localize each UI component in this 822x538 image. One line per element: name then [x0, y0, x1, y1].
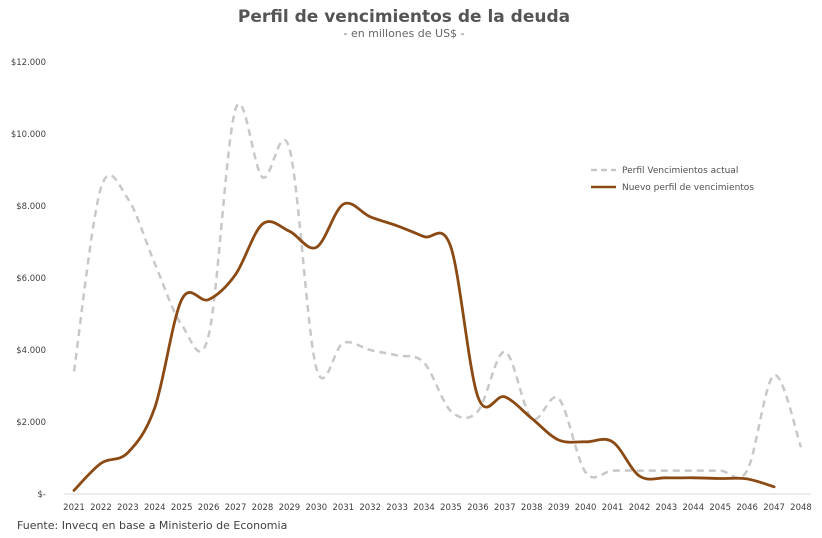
chart-subtitle: - en millones de US$ - [343, 27, 464, 40]
x-tick-label: 2046 [736, 503, 758, 513]
y-tick-label: $10.000 [11, 130, 46, 140]
chart-title: Perfil de vencimientos de la deuda [238, 7, 570, 27]
x-tick-label: 2032 [359, 503, 381, 513]
legend-label-actual: Perfil Vencimientos actual [622, 166, 738, 176]
x-tick-label: 2034 [413, 503, 435, 513]
x-axis: 2021 2022 2023 2024 2025 2026 2027 2028 2029 2030… [63, 503, 812, 513]
x-tick-label: 2024 [144, 503, 166, 513]
y-axis: $- $2.000 $4.000 $6.000 $8.000 $10.000 $12.000 [11, 58, 46, 500]
x-tick-label: 2035 [440, 503, 462, 513]
x-tick-label: 2042 [629, 503, 651, 513]
x-tick-label: 2029 [279, 503, 301, 513]
x-tick-label: 2047 [763, 503, 785, 513]
y-tick-label: $- [38, 490, 46, 500]
x-tick-label: 2030 [306, 503, 328, 513]
legend: Perfil Vencimientos actual Nuevo perfil … [591, 166, 754, 193]
x-tick-label: 2026 [198, 503, 220, 513]
x-tick-label: 2023 [117, 503, 139, 513]
x-tick-label: 2021 [63, 503, 85, 513]
y-tick-label: $2.000 [16, 418, 46, 428]
x-tick-label: 2040 [575, 503, 597, 513]
x-tick-label: 2039 [548, 503, 570, 513]
x-tick-label: 2038 [521, 503, 543, 513]
x-tick-label: 2043 [656, 503, 678, 513]
series-line-actual [72, 102, 803, 479]
x-tick-label: 2045 [709, 503, 731, 513]
x-tick-label: 2041 [602, 503, 624, 513]
x-tick-label: 2044 [682, 503, 704, 513]
legend-label-new: Nuevo perfil de vencimientos [622, 183, 754, 193]
y-tick-label: $8.000 [16, 202, 46, 212]
series-line-new [72, 201, 776, 492]
source-note: Fuente: Invecq en base a Ministerio de E… [17, 519, 288, 532]
x-tick-label: 2027 [225, 503, 247, 513]
x-tick-label: 2028 [252, 503, 274, 513]
x-tick-label: 2033 [386, 503, 408, 513]
y-tick-label: $12.000 [11, 58, 46, 68]
x-tick-label: 2048 [790, 503, 812, 513]
x-tick-label: 2022 [90, 503, 112, 513]
x-tick-label: 2037 [494, 503, 516, 513]
x-tick-label: 2025 [171, 503, 193, 513]
series-layer [72, 102, 803, 492]
x-tick-label: 2036 [467, 503, 489, 513]
x-tick-label: 2031 [332, 503, 354, 513]
y-tick-label: $4.000 [16, 346, 46, 356]
y-tick-label: $6.000 [16, 274, 46, 284]
